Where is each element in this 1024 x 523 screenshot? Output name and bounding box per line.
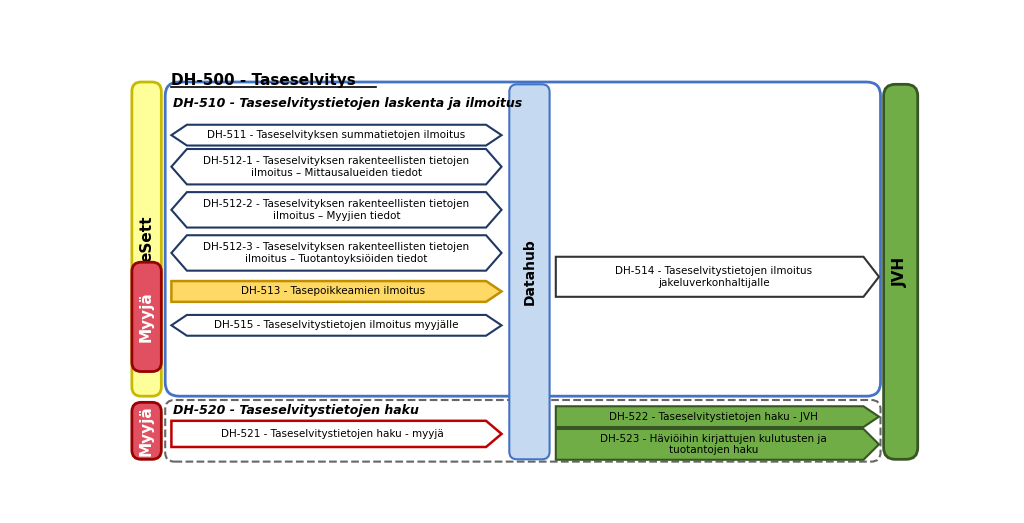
Text: DH-521 - Taseselvitystietojen haku - myyjä: DH-521 - Taseselvitystietojen haku - myy… [221,429,444,439]
Text: DH-510 - Taseselvitystietojen laskenta ja ilmoitus: DH-510 - Taseselvitystietojen laskenta j… [173,97,522,110]
FancyBboxPatch shape [165,82,881,396]
Polygon shape [171,421,502,447]
FancyBboxPatch shape [132,82,162,396]
Text: DH-515 - Taseselvitystietojen ilmoitus myyjälle: DH-515 - Taseselvitystietojen ilmoitus m… [214,320,459,331]
Polygon shape [171,315,502,336]
Polygon shape [171,235,502,271]
Text: DH-514 - Taseselvitystietojen ilmoitus
jakeluverkonhaltijalle: DH-514 - Taseselvitystietojen ilmoitus j… [615,266,812,288]
Polygon shape [171,149,502,185]
Polygon shape [556,257,879,297]
Text: DH-520 - Taseselvitystietojen haku: DH-520 - Taseselvitystietojen haku [173,404,419,417]
Polygon shape [171,125,502,145]
Text: Datahub: Datahub [522,238,537,305]
Text: DH-511 - Taseselvityksen summatietojen ilmoitus: DH-511 - Taseselvityksen summatietojen i… [207,130,466,140]
FancyBboxPatch shape [884,84,918,459]
Polygon shape [556,429,879,460]
FancyBboxPatch shape [132,262,162,371]
Text: Myyjä: Myyjä [139,291,154,342]
Text: DH-513 - Tasepoikkeamien ilmoitus: DH-513 - Tasepoikkeamien ilmoitus [241,287,425,297]
FancyBboxPatch shape [165,400,881,462]
Text: DH-512-3 - Taseselvityksen rakenteellisten tietojen
ilmoitus – Tuotantoyksiöiden: DH-512-3 - Taseselvityksen rakenteellist… [204,242,470,264]
Text: eSett: eSett [139,216,154,263]
Text: DH-512-1 - Taseselvityksen rakenteellisten tietojen
ilmoitus – Mittausalueiden t: DH-512-1 - Taseselvityksen rakenteellist… [204,156,470,177]
Polygon shape [171,281,502,302]
Text: DH-523 - Häviöihin kirjattujen kulutusten ja
tuotantojen haku: DH-523 - Häviöihin kirjattujen kulutuste… [600,434,827,455]
Polygon shape [556,406,879,427]
Polygon shape [171,192,502,228]
Text: Myyjä: Myyjä [139,405,154,456]
Text: DH-500 - Taseselvitys: DH-500 - Taseselvitys [171,73,355,88]
FancyBboxPatch shape [132,402,162,459]
FancyBboxPatch shape [509,84,550,459]
Text: DH-522 - Taseselvitystietojen haku - JVH: DH-522 - Taseselvitystietojen haku - JVH [609,412,818,422]
Text: JVH: JVH [893,257,908,287]
Text: DH-512-2 - Taseselvityksen rakenteellisten tietojen
ilmoitus – Myyjien tiedot: DH-512-2 - Taseselvityksen rakenteellist… [204,199,470,221]
